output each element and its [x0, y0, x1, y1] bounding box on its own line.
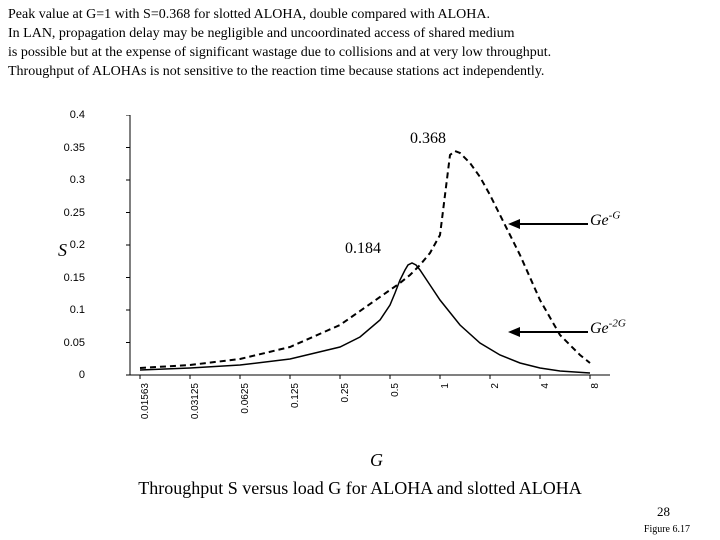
x-tick-label: 4 — [540, 383, 551, 433]
y-tick-label: 0 — [45, 369, 85, 381]
y-tick-label: 0.15 — [45, 272, 85, 284]
chart-title: Throughput S versus load G for ALOHA and… — [0, 478, 720, 499]
x-tick-label: 0.01563 — [140, 383, 151, 433]
y-tick-label: 0.1 — [45, 304, 85, 316]
chart-svg — [100, 115, 620, 415]
page-number: 28 — [657, 504, 670, 520]
x-tick-label: 0.03125 — [190, 383, 201, 433]
slotted-curve-label: Ge-G — [590, 210, 620, 230]
y-tick-label: 0.25 — [45, 207, 85, 219]
peak-pure-label: 0.184 — [345, 240, 381, 258]
text-line-4: Throughput of ALOHAs is not sensitive to… — [8, 63, 712, 82]
text-line-1: Peak value at G=1 with S=0.368 for slott… — [8, 6, 712, 25]
x-tick-label: 0.125 — [290, 383, 301, 433]
y-tick-label: 0.2 — [45, 239, 85, 251]
arrow-pure — [508, 326, 590, 344]
y-tick-label: 0.05 — [45, 337, 85, 349]
pure-formula: Ge-2G — [590, 320, 626, 337]
y-tick-label: 0.35 — [45, 142, 85, 154]
x-tick-label: 0.0625 — [240, 383, 251, 433]
figure-label: Figure 6.17 — [644, 524, 690, 535]
x-tick-label: 2 — [490, 383, 501, 433]
x-tick-label: 1 — [440, 383, 451, 433]
aloha-chart — [100, 115, 620, 415]
pure-curve-label: Ge-2G — [590, 318, 626, 338]
peak-slotted-label: 0.368 — [410, 130, 446, 148]
y-tick-label: 0.4 — [45, 109, 85, 121]
x-tick-label: 0.25 — [340, 383, 351, 433]
text-line-2: In LAN, propagation delay may be negligi… — [8, 25, 712, 44]
y-tick-label: 0.3 — [45, 174, 85, 186]
x-tick-label: 0.5 — [390, 383, 401, 433]
x-axis-label: G — [370, 450, 383, 471]
text-line-3: is possible but at the expense of signif… — [8, 44, 712, 63]
arrow-slotted — [508, 218, 590, 236]
x-tick-label: 8 — [590, 383, 601, 433]
slotted-formula: Ge-G — [590, 212, 620, 229]
description-text: Peak value at G=1 with S=0.368 for slott… — [0, 0, 720, 84]
